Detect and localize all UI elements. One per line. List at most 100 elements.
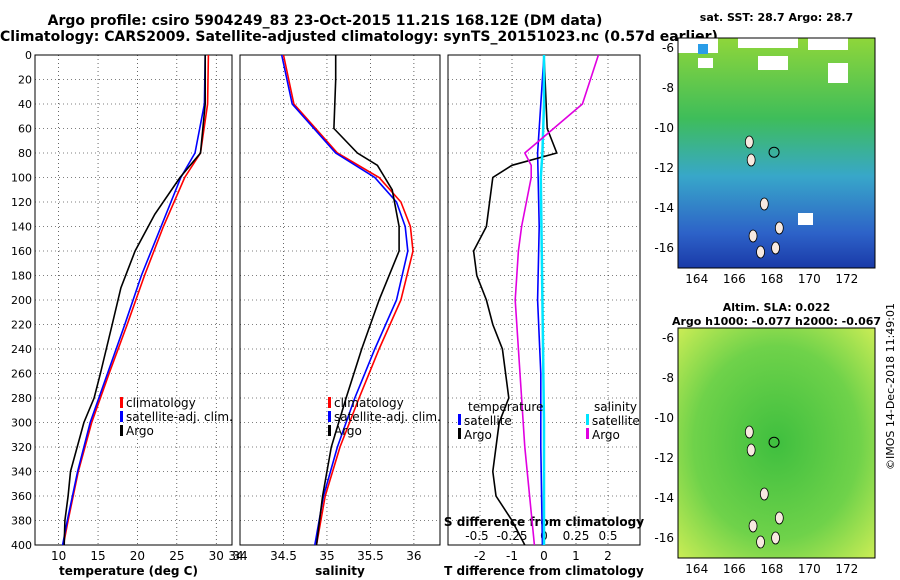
map-y-tick-label: -12 [654, 451, 674, 465]
map-y-tick-label: -6 [662, 331, 674, 345]
x-tick-label: 25 [169, 549, 184, 563]
legend-label: satellite [592, 414, 640, 428]
series-line-argo [63, 55, 206, 546]
y-tick-label: 40 [18, 98, 32, 111]
legend-swatch [328, 397, 331, 408]
y-tick-label: 240 [11, 343, 32, 356]
y-tick-label: 20 [18, 74, 32, 87]
x-tick-label: 15 [90, 549, 105, 563]
y-tick-label: 400 [11, 539, 32, 552]
legend-swatch [328, 425, 331, 436]
legend-swatch [120, 411, 123, 422]
series-line-satellite-adj-clim- [61, 54, 206, 546]
legend-label: climatology [334, 396, 404, 410]
x-tick-label: 34.5 [270, 549, 297, 563]
legend-title: salinity [594, 400, 637, 414]
map-x-tick-label: 166 [723, 272, 746, 286]
x-axis-label: salinity [315, 564, 365, 578]
island-shape [748, 519, 758, 533]
y-tick-label: 340 [11, 466, 32, 479]
missing-data-patch [798, 213, 813, 225]
map-x-tick-label: 170 [798, 562, 821, 576]
timestamp-label: ©IMOS 14-Dec-2018 11:49:01 [884, 303, 897, 470]
map-x-tick-label: 170 [798, 272, 821, 286]
island-shape [744, 425, 754, 439]
island-shape [759, 197, 769, 211]
map-x-tick-label: 164 [685, 272, 708, 286]
axes-frame [34, 54, 233, 546]
legend-swatch [458, 414, 461, 425]
x2-tick-label: -0.5 [465, 529, 488, 543]
map-y-tick-label: -16 [654, 241, 674, 255]
y-tick-label: 260 [11, 368, 32, 381]
series-line-salinity-satellite [539, 55, 546, 545]
map-y-tick-label: -14 [654, 491, 674, 505]
map-cell [698, 44, 708, 54]
legend-label: satellite-adj. clim. [126, 410, 233, 424]
legend-label: satellite-adj. clim. [334, 410, 441, 424]
map-frame [677, 327, 876, 559]
x-tick-label: 34 [228, 549, 243, 563]
legend-label: Argo [126, 424, 154, 438]
x-axis-label: temperature (deg C) [59, 564, 198, 578]
y-tick-label: 140 [11, 221, 32, 234]
x-tick-label: 36 [406, 549, 421, 563]
y-tick-label: 80 [18, 147, 32, 160]
island-shape [746, 443, 756, 457]
legend-swatch [586, 414, 589, 425]
y-tick-label: 300 [11, 417, 32, 430]
map-y-tick-label: -16 [654, 531, 674, 545]
island-shape [771, 241, 780, 255]
map-x-tick-label: 172 [835, 272, 858, 286]
island-shape [756, 535, 765, 549]
y-tick-label: 100 [11, 172, 32, 185]
x-tick-label: 1 [572, 549, 580, 563]
x-tick-label: 35 [319, 549, 334, 563]
series-line-argo [315, 55, 400, 546]
y-tick-label: 60 [18, 123, 32, 136]
legend-swatch [328, 411, 331, 422]
x-tick-label: 10 [51, 549, 66, 563]
legend-swatch [586, 428, 589, 439]
x-tick-label: 34 [232, 549, 247, 563]
island-shape [756, 245, 765, 259]
legend-swatch [458, 428, 461, 439]
x-tick-label: 20 [130, 549, 145, 563]
series-line-satellite-adj-clim- [280, 54, 409, 546]
axes-frame [239, 54, 441, 546]
y-tick-label: 360 [11, 490, 32, 503]
legend-swatch [120, 425, 123, 436]
sst-map-panel: 164 166 168 170 172 -6 -8 -10 -12 -14 -16 sat. SST:… [654, 11, 876, 286]
island-shape [759, 487, 769, 501]
x-tick-label: 35.5 [357, 549, 384, 563]
y-tick-label: 0 [25, 49, 32, 62]
page-title-line2: Climatology: CARS2009. Satellite-adjuste… [0, 29, 718, 45]
island-shape [774, 511, 784, 525]
y-tick-label: 380 [11, 515, 32, 528]
map-y-tick-label: -8 [662, 371, 674, 385]
map-field [678, 328, 875, 558]
legend-title: temperature [468, 400, 543, 414]
missing-data-patch [828, 63, 848, 83]
x-tick-label: 30 [209, 549, 224, 563]
y-tick-label: 180 [11, 270, 32, 283]
series-line-salinity-argo [514, 54, 600, 546]
series-line-temperature-argo [472, 54, 558, 546]
missing-data-patch [758, 56, 788, 70]
island-shape [774, 221, 784, 235]
x2-tick-label: 0.5 [598, 529, 617, 543]
map-x-tick-label: 172 [835, 562, 858, 576]
y-tick-label: 200 [11, 294, 32, 307]
missing-data-patch [738, 38, 798, 48]
map-y-tick-label: -14 [654, 201, 674, 215]
x-tick-label: 2 [604, 549, 612, 563]
x-tick-label: 0 [540, 549, 548, 563]
map-y-tick-label: -10 [654, 411, 674, 425]
legend-label: satellite [464, 414, 512, 428]
temperature-panel: 0 20 40 60 80 100 120 140 160 180 200 220 240 260 280 3… [11, 49, 233, 578]
y-tick-label: 220 [11, 319, 32, 332]
map-x-tick-label: 168 [760, 562, 783, 576]
island-shape [771, 531, 780, 545]
series-line-climatology [282, 54, 414, 546]
island-shape [744, 135, 754, 149]
